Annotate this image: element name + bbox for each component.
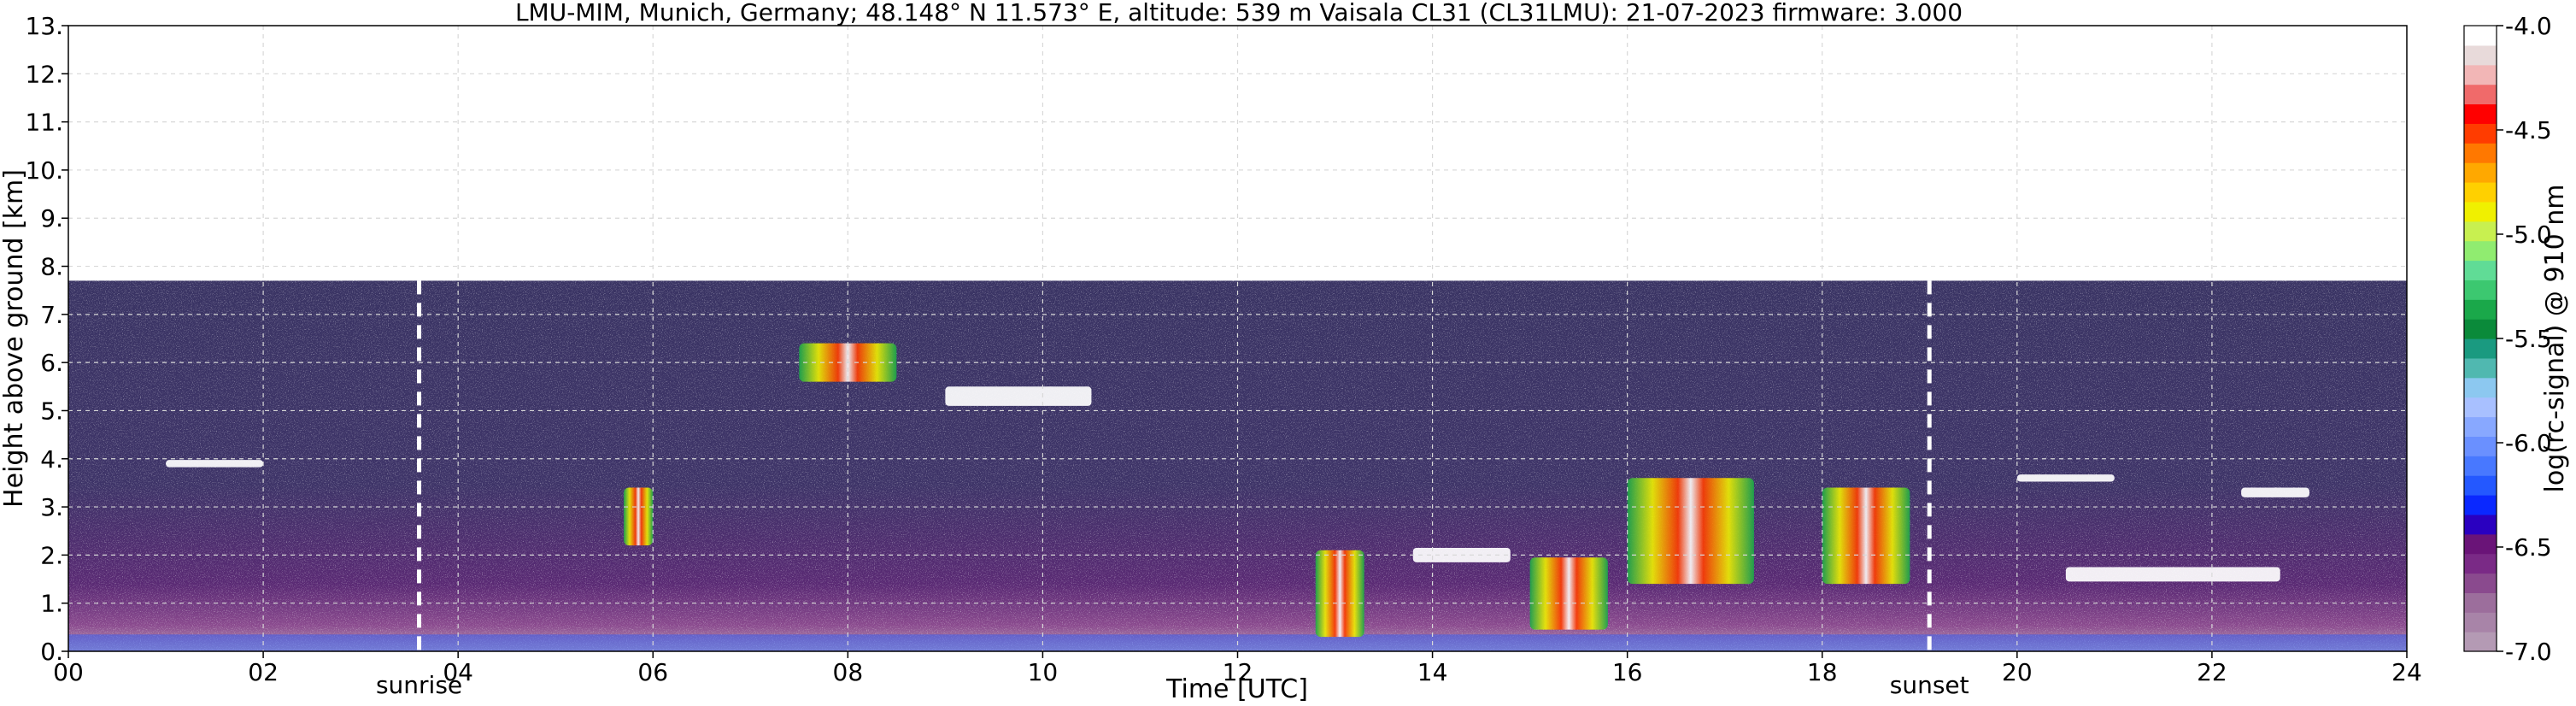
- colorbar-tick-label: -5.0: [2505, 221, 2552, 249]
- y-tick-label: 8.: [40, 253, 63, 281]
- cloud-feature: [1315, 550, 1364, 638]
- colorbar-segment: [2464, 64, 2497, 85]
- colorbar-segment: [2464, 123, 2497, 144]
- cloud-feature: [1627, 478, 1754, 585]
- colorbar-segment: [2464, 338, 2497, 359]
- sunrise-label: sunrise: [376, 671, 462, 699]
- colorbar-segment: [2464, 221, 2497, 242]
- colorbar-segment: [2464, 357, 2497, 379]
- cloud-feature: [1822, 487, 1910, 585]
- x-tick-label: 22: [2197, 658, 2227, 686]
- cloud-feature: [2241, 487, 2309, 497]
- colorbar-segment: [2464, 416, 2497, 437]
- colorbar-segment: [2464, 201, 2497, 222]
- colorbar-tick-label: -5.5: [2505, 325, 2552, 353]
- colorbar-tick-label: -4.0: [2505, 12, 2552, 40]
- colorbar-segment: [2464, 495, 2497, 515]
- cloud-feature: [624, 487, 654, 546]
- x-tick-label: 24: [2391, 658, 2422, 686]
- colorbar-segment: [2464, 279, 2497, 300]
- colorbar-segment: [2464, 514, 2497, 535]
- x-tick-label: 16: [1612, 658, 1643, 686]
- y-tick-label: 4.: [40, 445, 63, 474]
- x-tick-label: 18: [1807, 658, 1838, 686]
- grid: [68, 26, 2407, 651]
- y-tick-label: 11.: [25, 109, 63, 137]
- x-tick-label: 12: [1223, 658, 1253, 686]
- colorbar-segment: [2464, 103, 2497, 124]
- colorbar-segment: [2464, 26, 2497, 46]
- colorbar-segment: [2464, 162, 2497, 183]
- colorbar-tick-label: -7.0: [2505, 638, 2552, 666]
- y-tick-label: 5.: [40, 397, 63, 425]
- y-tick-label: 9.: [40, 204, 63, 232]
- x-tick-label: 02: [248, 658, 279, 686]
- colorbar-segment: [2464, 553, 2497, 574]
- y-tick-label: 3.: [40, 493, 63, 521]
- y-tick-label: 7.: [40, 301, 63, 329]
- cloud-feature: [2065, 567, 2280, 582]
- sunset-label: sunset: [1890, 671, 1969, 699]
- colorbar-segment: [2464, 84, 2497, 105]
- cloud-feature: [945, 386, 1092, 406]
- colorbar-segment: [2464, 592, 2497, 613]
- y-tick-label: 1.: [40, 590, 63, 618]
- colorbar-segment: [2464, 377, 2497, 398]
- colorbar-segment: [2464, 456, 2497, 476]
- colorbar-segment: [2464, 260, 2497, 280]
- cloud-features: [166, 343, 2309, 638]
- x-tick-label: 00: [53, 658, 84, 686]
- colorbar-segment: [2464, 573, 2497, 593]
- colorbar-ticks: -7.0 -6.5 -6.0 -5.5 -5.0 -4.5 -4.0: [2497, 12, 2552, 666]
- y-tick-label: 12.: [25, 60, 63, 88]
- y-tick-label: 2.: [40, 541, 63, 569]
- colorbar-segment: [2464, 397, 2497, 418]
- colorbar-tick-label: -6.5: [2505, 533, 2552, 562]
- colorbar-tick-label: -4.5: [2505, 116, 2552, 144]
- x-tick-label: 08: [833, 658, 864, 686]
- cloud-feature: [2016, 474, 2115, 482]
- x-tick-label: 06: [637, 658, 668, 686]
- colorbar-segment: [2464, 632, 2497, 652]
- colorbar-segment: [2464, 299, 2497, 320]
- y-axis-ticks: 0. 1. 2. 3. 4. 5. 6. 7. 8. 9. 10. 11. 12. 13.: [25, 12, 68, 666]
- colorbar-segment: [2464, 475, 2497, 496]
- x-tick-label: 20: [2002, 658, 2033, 686]
- colorbar-segment: [2464, 240, 2497, 262]
- y-tick-label: 0.: [40, 638, 63, 666]
- y-axis-label: Height above ground [km]: [0, 169, 29, 508]
- colorbar-segment: [2464, 143, 2497, 163]
- y-tick-label: 6.: [40, 349, 63, 377]
- sun-annotations: sunrise sunset: [376, 280, 1969, 699]
- x-tick-label: 10: [1028, 658, 1059, 686]
- cloud-feature: [1529, 557, 1608, 630]
- x-axis-ticks: 00 02 04 06 08 10 12 14 16 18 20 22 24: [53, 651, 2422, 686]
- colorbar-segment: [2464, 436, 2497, 456]
- chart-title: LMU-MIM, Munich, Germany; 48.148° N 11.5…: [515, 0, 1963, 26]
- colorbar-segment: [2464, 182, 2497, 203]
- x-tick-label: 14: [1417, 658, 1448, 686]
- y-tick-label: 10.: [25, 156, 63, 185]
- colorbar: [2464, 26, 2497, 652]
- x-axis-label: Time [UTC]: [1165, 674, 1308, 704]
- colorbar-label: log(rc-signal) @ 910 nm: [2540, 185, 2570, 493]
- colorbar-segment: [2464, 44, 2497, 66]
- colorbar-segment: [2464, 533, 2497, 555]
- cloud-feature: [166, 460, 264, 468]
- colorbar-segment: [2464, 612, 2497, 632]
- x-tick-label: 04: [443, 658, 473, 686]
- y-tick-label: 13.: [25, 12, 63, 40]
- colorbar-tick-label: -6.0: [2505, 429, 2552, 457]
- colorbar-segment: [2464, 319, 2497, 339]
